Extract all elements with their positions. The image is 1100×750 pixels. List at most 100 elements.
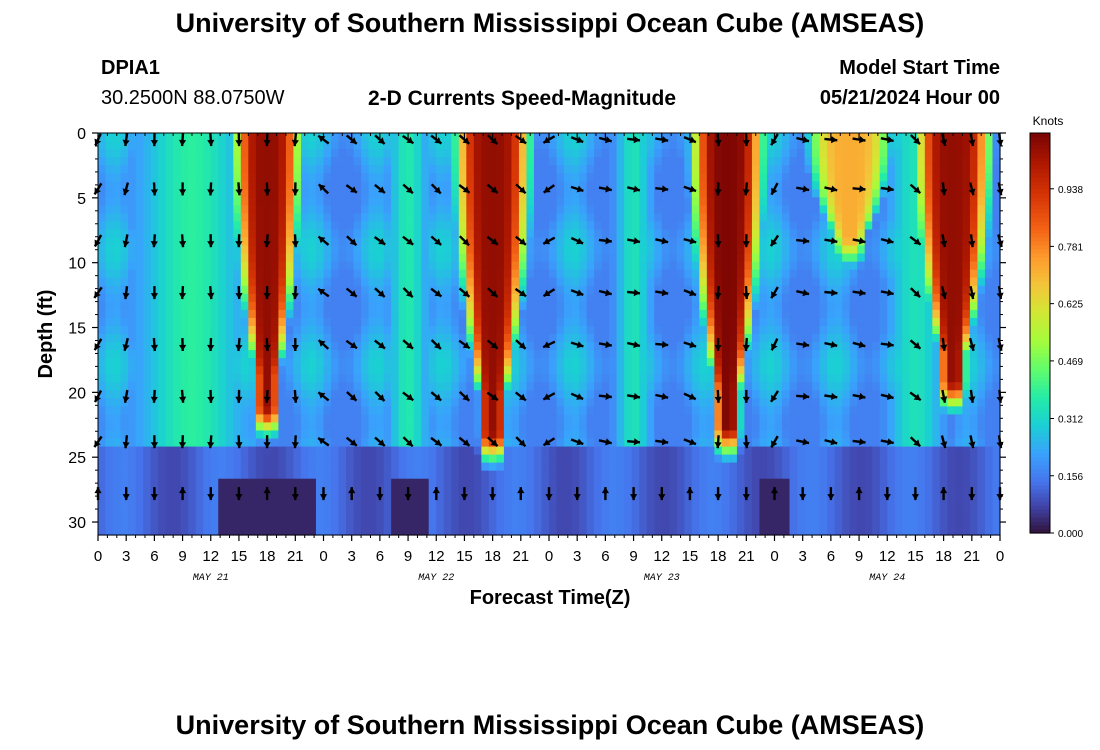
heatmap-cell bbox=[481, 398, 490, 407]
heatmap-cell bbox=[669, 494, 678, 504]
heatmap-cell bbox=[751, 149, 761, 158]
heatmap-cell bbox=[113, 285, 122, 295]
heatmap-cell bbox=[105, 293, 114, 303]
heatmap-cell bbox=[263, 277, 272, 287]
heatmap-cell bbox=[398, 350, 407, 359]
heatmap-cell bbox=[676, 133, 685, 142]
heatmap-cell bbox=[331, 494, 340, 504]
heatmap-cell bbox=[278, 374, 287, 383]
heatmap-cell bbox=[827, 293, 836, 303]
heatmap-cell bbox=[564, 149, 573, 158]
heatmap-cell bbox=[188, 165, 197, 174]
heatmap-cell bbox=[218, 317, 227, 327]
heatmap-cell bbox=[353, 478, 362, 488]
heatmap-cell bbox=[819, 245, 828, 255]
heatmap-cell bbox=[308, 414, 317, 424]
heatmap-cell bbox=[503, 293, 513, 303]
heatmap-cell bbox=[481, 229, 490, 239]
heatmap-cell bbox=[766, 181, 776, 190]
heatmap-cell bbox=[203, 301, 212, 311]
heatmap-cell bbox=[173, 382, 182, 391]
heatmap-cell bbox=[240, 285, 249, 295]
heatmap-cell bbox=[285, 285, 295, 295]
heatmap-cell bbox=[616, 526, 625, 536]
heatmap-cell bbox=[759, 518, 768, 528]
heatmap-cell bbox=[285, 486, 295, 496]
heatmap-cell bbox=[458, 293, 467, 303]
heatmap-cell bbox=[263, 454, 272, 464]
heatmap-cell bbox=[203, 157, 212, 166]
heatmap-cell bbox=[797, 462, 806, 472]
heatmap-cell bbox=[376, 181, 385, 190]
heatmap-cell bbox=[684, 470, 693, 480]
heatmap-cell bbox=[285, 366, 295, 375]
heatmap-cell bbox=[195, 518, 204, 528]
heatmap-cell bbox=[128, 334, 137, 343]
heatmap-cell bbox=[646, 446, 655, 456]
heatmap-cell bbox=[270, 374, 279, 383]
heatmap-cell bbox=[165, 325, 174, 335]
heatmap-cell bbox=[624, 478, 633, 488]
heatmap-cell bbox=[143, 366, 152, 375]
heatmap-cell bbox=[383, 366, 392, 375]
heatmap-cell bbox=[143, 382, 152, 391]
heatmap-cell bbox=[173, 277, 182, 287]
heatmap-cell bbox=[285, 446, 295, 456]
heatmap-cell bbox=[766, 478, 776, 488]
heatmap-cell bbox=[533, 478, 543, 488]
heatmap-cell bbox=[661, 502, 670, 512]
heatmap-cell bbox=[511, 261, 520, 271]
heatmap-cell bbox=[391, 301, 400, 311]
heatmap-cell bbox=[684, 133, 693, 142]
heatmap-cell bbox=[616, 141, 625, 150]
heatmap-cell bbox=[609, 317, 618, 327]
heatmap-cell bbox=[624, 277, 633, 287]
heatmap-cell bbox=[331, 325, 340, 335]
heatmap-cell bbox=[135, 462, 144, 472]
heatmap-cell bbox=[699, 189, 708, 198]
heatmap-cell bbox=[451, 334, 460, 343]
heatmap-cell bbox=[255, 414, 264, 424]
heatmap-cell bbox=[654, 478, 663, 488]
heatmap-cell bbox=[654, 422, 663, 432]
heatmap-cell bbox=[233, 293, 242, 303]
heatmap-cell bbox=[195, 181, 204, 190]
heatmap-cell bbox=[105, 133, 114, 142]
heatmap-cell bbox=[180, 350, 189, 359]
heatmap-cell bbox=[594, 502, 603, 512]
heatmap-cell bbox=[812, 350, 821, 359]
heatmap-cell bbox=[278, 382, 287, 391]
heatmap-cell bbox=[338, 334, 347, 343]
heatmap-cell bbox=[736, 510, 746, 520]
heatmap-cell bbox=[406, 350, 415, 359]
heatmap-cell bbox=[203, 350, 212, 359]
heatmap-cell bbox=[383, 454, 392, 464]
heatmap-cell bbox=[654, 173, 663, 182]
heatmap-cell bbox=[323, 157, 332, 166]
heatmap-cell bbox=[736, 293, 746, 303]
heatmap-cell bbox=[308, 261, 317, 271]
heatmap-cell bbox=[315, 141, 325, 150]
heatmap-cell bbox=[533, 205, 543, 214]
heatmap-cell bbox=[511, 229, 520, 239]
heatmap-cell bbox=[789, 430, 798, 440]
heatmap-cell bbox=[842, 317, 851, 327]
heatmap-cell bbox=[240, 438, 249, 448]
heatmap-cell bbox=[451, 149, 460, 158]
heatmap-cell bbox=[188, 422, 197, 432]
heatmap-cell bbox=[368, 301, 377, 311]
heatmap-cell bbox=[466, 518, 475, 528]
heatmap-cell bbox=[240, 301, 249, 311]
heatmap-cell bbox=[564, 269, 573, 279]
heatmap-cell bbox=[188, 486, 197, 496]
heatmap-cell bbox=[797, 205, 806, 214]
heatmap-cell bbox=[331, 526, 340, 536]
heatmap-cell bbox=[751, 269, 761, 279]
heatmap-cell bbox=[143, 157, 152, 166]
heatmap-cell bbox=[406, 430, 415, 440]
heatmap-cell bbox=[308, 149, 317, 158]
heatmap-cell bbox=[323, 205, 332, 214]
heatmap-cell bbox=[541, 189, 550, 198]
heatmap-cell bbox=[691, 366, 700, 375]
heatmap-cell bbox=[451, 518, 460, 528]
